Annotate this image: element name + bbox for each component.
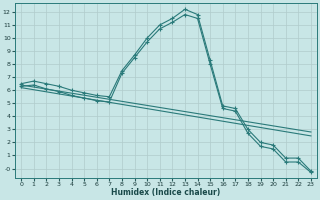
- X-axis label: Humidex (Indice chaleur): Humidex (Indice chaleur): [111, 188, 221, 197]
